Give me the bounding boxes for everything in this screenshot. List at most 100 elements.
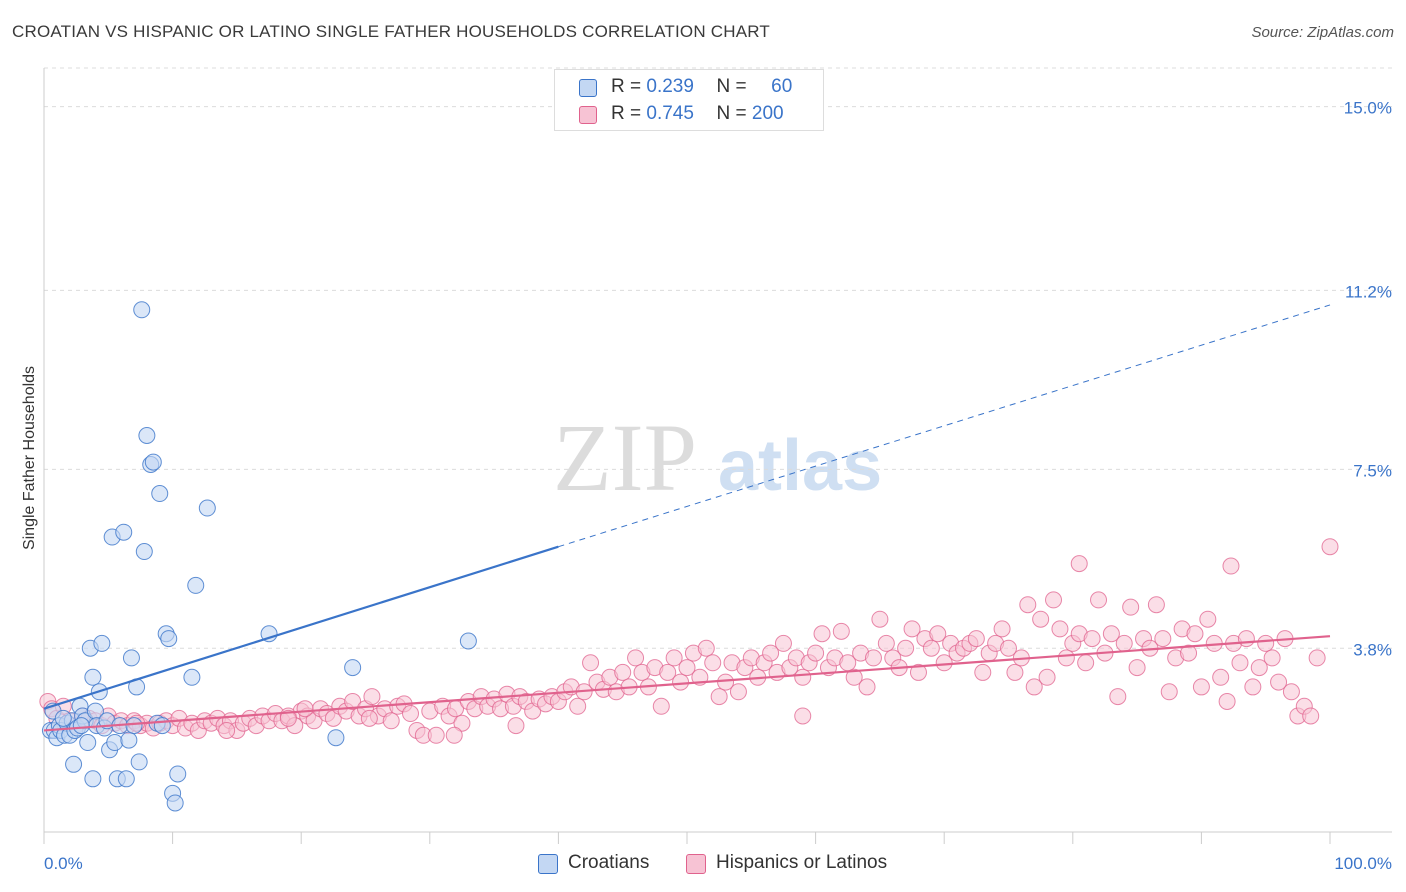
croatian-trend-dashed (558, 304, 1331, 548)
legend-label: Croatians (568, 852, 650, 873)
hispanic-point (382, 712, 400, 730)
hispanic-point (1321, 538, 1339, 556)
hispanic-point (864, 649, 882, 667)
hispanic-point (871, 610, 889, 628)
hispanic-point (832, 622, 850, 640)
chart-title: CROATIAN VS HISPANIC OR LATINO SINGLE FA… (12, 22, 770, 41)
hispanic-point (1244, 678, 1262, 696)
hispanic-point (1186, 625, 1204, 643)
hispanic-point (1045, 591, 1063, 609)
croatian-point (79, 734, 97, 752)
hispanic-point (453, 714, 471, 732)
hispanic-point (279, 709, 297, 727)
croatian-point (84, 770, 102, 788)
hispanic-point (774, 634, 792, 652)
y-tick-label: 11.2% (1345, 282, 1392, 301)
hispanic-point (1051, 620, 1069, 638)
legend-swatch-blue (579, 79, 597, 97)
croatian-point (65, 755, 83, 773)
legend-swatch-pink (686, 854, 706, 874)
source-label: Source: ZipAtlas.com (1251, 24, 1394, 41)
hispanic-point (652, 697, 670, 715)
croatian-point (187, 576, 205, 594)
hispanic-point (993, 620, 1011, 638)
hispanic-point (1308, 649, 1326, 667)
hispanic-point (935, 654, 953, 672)
hispanic-point (1122, 598, 1140, 616)
y-tick-label: 15.0% (1344, 99, 1392, 118)
legend-label: Hispanics or Latinos (716, 852, 888, 873)
hispanic-point (922, 639, 940, 657)
croatian-point (54, 709, 72, 727)
hispanic-point (845, 668, 863, 686)
trend-lines (43, 304, 1331, 732)
hispanic-point (507, 717, 525, 735)
hispanic-point (710, 688, 728, 706)
hispanic-point (1218, 692, 1236, 710)
croatian-point (115, 523, 133, 541)
hispanic-point (344, 692, 362, 710)
hispanic-point (1083, 630, 1101, 648)
legend-swatch-blue (538, 854, 558, 874)
hispanic-point (569, 697, 587, 715)
hispanic-point (1025, 678, 1043, 696)
hispanic-point (807, 644, 825, 662)
hispanic-point (1192, 678, 1210, 696)
y-tick-label: 7.5% (1353, 461, 1392, 480)
croatian-point (166, 794, 184, 812)
x-tick-label-min: 0.0% (44, 854, 83, 873)
legend-r-value: 0.239 (646, 76, 694, 97)
hispanic-point (1270, 673, 1288, 691)
croatian-point (183, 668, 201, 686)
hispanic-point (762, 644, 780, 662)
croatian-points (41, 301, 477, 812)
hispanic-points (39, 538, 1339, 744)
croatian-point (153, 717, 171, 735)
hispanic-point (427, 726, 445, 744)
legend-n-label: N = (716, 103, 747, 124)
croatian-point (459, 632, 477, 650)
croatian-point (117, 770, 135, 788)
hispanic-point (1128, 659, 1146, 677)
croatian-trend-solid (43, 545, 559, 710)
croatian-point (260, 625, 278, 643)
watermark: ZIP atlas (553, 404, 882, 511)
hispanic-point (402, 705, 420, 723)
hispanic-point (1263, 649, 1281, 667)
hispanic-point (813, 625, 831, 643)
hispanic-point (1180, 644, 1198, 662)
hispanic-point (1282, 683, 1300, 701)
croatian-point (327, 729, 345, 747)
hispanic-point (1090, 591, 1108, 609)
hispanic-point (1109, 688, 1127, 706)
hispanic-point (1070, 555, 1088, 573)
croatian-point (72, 717, 90, 735)
legend-n-value: 60 (771, 76, 793, 97)
x-tick-label-max: 100.0% (1334, 854, 1392, 873)
hispanic-point (858, 678, 876, 696)
watermark-atlas: atlas (718, 426, 882, 506)
hispanic-point (1250, 659, 1268, 677)
hispanic-point (697, 639, 715, 657)
grid-lines (44, 67, 1392, 649)
croatian-point (106, 734, 124, 752)
y-tick-label: 3.8% (1353, 640, 1392, 659)
croatian-point (144, 453, 162, 471)
hispanic-point (1006, 663, 1024, 681)
hispanic-point (1038, 668, 1056, 686)
hispanic-point (1302, 707, 1320, 725)
hispanic-point (665, 649, 683, 667)
hispanic-point (1231, 654, 1249, 672)
legend-n-value: 200 (751, 103, 784, 124)
legend-swatch-pink (579, 106, 597, 124)
hispanic-point (1212, 668, 1230, 686)
hispanic-point (672, 673, 690, 691)
croatian-point (133, 301, 151, 319)
watermark-zip: ZIP (553, 404, 697, 511)
croatian-point (198, 499, 216, 517)
hispanic-point (614, 663, 632, 681)
croatian-point (93, 634, 111, 652)
croatian-point (169, 765, 187, 783)
hispanic-point (1077, 654, 1095, 672)
